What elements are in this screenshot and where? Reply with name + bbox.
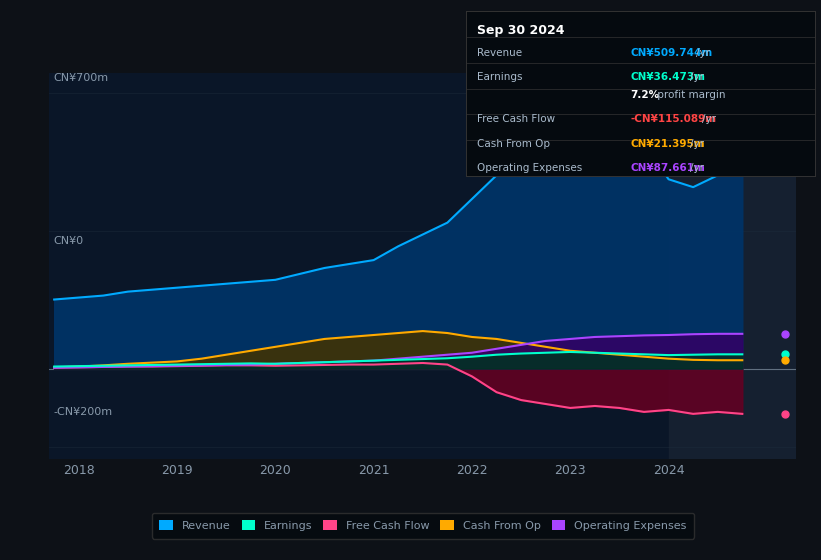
Text: 7.2%: 7.2%: [631, 91, 659, 100]
Text: -CN¥200m: -CN¥200m: [53, 407, 112, 417]
Legend: Revenue, Earnings, Free Cash Flow, Cash From Op, Operating Expenses: Revenue, Earnings, Free Cash Flow, Cash …: [152, 512, 694, 539]
Text: Cash From Op: Cash From Op: [477, 139, 550, 149]
Text: Operating Expenses: Operating Expenses: [477, 164, 582, 174]
Text: Revenue: Revenue: [477, 48, 522, 58]
Text: /yr: /yr: [690, 72, 704, 82]
Text: /yr: /yr: [701, 114, 716, 124]
Text: Free Cash Flow: Free Cash Flow: [477, 114, 555, 124]
Text: /yr: /yr: [690, 164, 704, 174]
Text: Sep 30 2024: Sep 30 2024: [477, 25, 564, 38]
Text: CN¥700m: CN¥700m: [53, 73, 108, 83]
Text: CN¥21.395m: CN¥21.395m: [631, 139, 705, 149]
Text: CN¥0: CN¥0: [53, 236, 83, 246]
Text: -CN¥115.089m: -CN¥115.089m: [631, 114, 717, 124]
Bar: [668, 73, 796, 459]
Text: /yr: /yr: [695, 48, 709, 58]
Text: CN¥36.473m: CN¥36.473m: [631, 72, 705, 82]
Text: profit margin: profit margin: [654, 91, 726, 100]
Text: /yr: /yr: [690, 139, 704, 149]
Text: CN¥87.661m: CN¥87.661m: [631, 164, 705, 174]
Text: Earnings: Earnings: [477, 72, 522, 82]
Text: CN¥509.744m: CN¥509.744m: [631, 48, 713, 58]
